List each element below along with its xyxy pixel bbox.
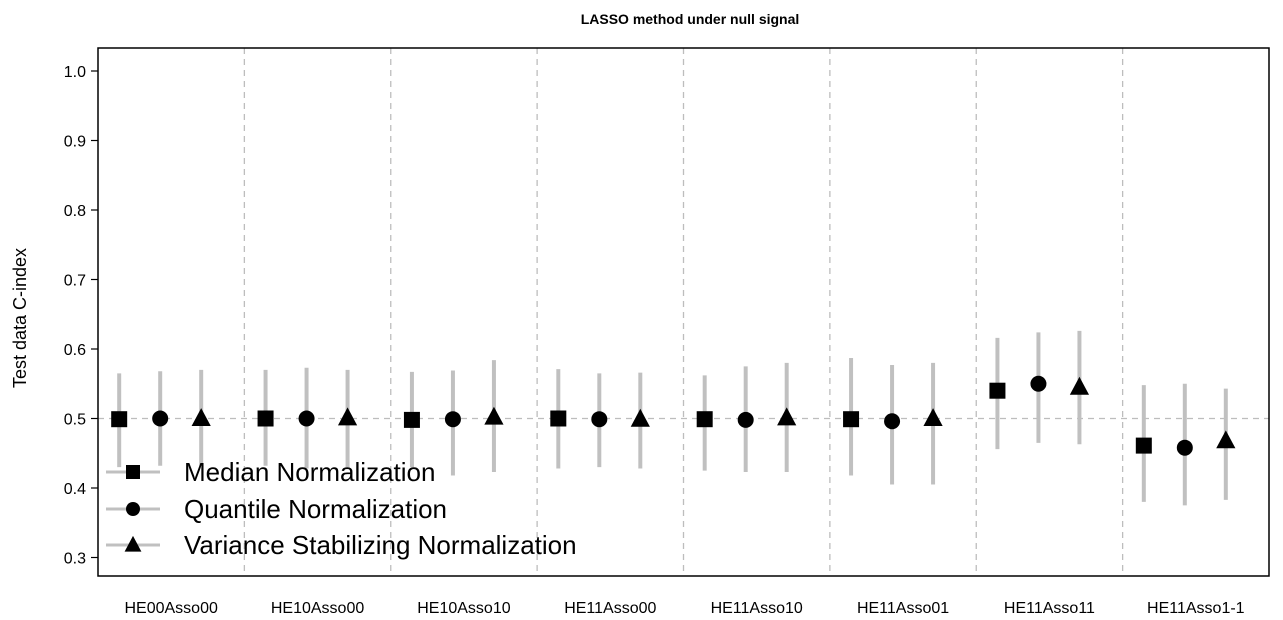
x-category-label: HE11Asso10: [711, 600, 803, 617]
y-tick-label: 0.3: [64, 551, 86, 568]
x-category-label: HE11Asso11: [1004, 600, 1095, 617]
data-point-square: [843, 411, 860, 428]
y-tick-label: 0.7: [64, 273, 86, 290]
chart-title: LASSO method under null signal: [581, 11, 800, 27]
x-category-label: HE11Asso1-1: [1147, 600, 1245, 617]
y-tick-label: 0.9: [64, 134, 86, 151]
legend-marker-square: [126, 465, 140, 479]
data-point-triangle: [630, 408, 650, 427]
data-point-triangle: [777, 407, 797, 426]
data-point-triangle: [1216, 430, 1236, 449]
data-point-square: [989, 382, 1006, 399]
data-point-square: [403, 411, 420, 428]
data-point-circle: [444, 411, 461, 428]
data-point-circle: [1030, 375, 1047, 392]
y-axis-label: Test data C-index: [10, 248, 30, 388]
data-point-circle: [152, 410, 169, 427]
legend-marker-triangle: [124, 535, 142, 552]
y-axis: 0.3 0.4 0.5 0.6 0.7 0.8 0.9 1.0: [64, 64, 98, 568]
legend-label: Median Normalization: [184, 457, 435, 487]
x-category-label: HE00Asso00: [124, 600, 217, 617]
data-point-circle: [1176, 439, 1193, 456]
data-point-circle: [884, 413, 901, 430]
data-point-square: [696, 411, 713, 428]
x-category-label: HE10Asso10: [417, 600, 510, 617]
gridlines: [98, 48, 1269, 576]
legend-label: Variance Stabilizing Normalization: [184, 530, 577, 560]
legend-marker-circle: [126, 502, 140, 516]
legend-label: Quantile Normalization: [184, 494, 447, 524]
x-category-label: HE10Asso00: [271, 600, 364, 617]
y-tick-label: 0.8: [64, 203, 86, 220]
y-tick-label: 0.4: [64, 481, 86, 498]
y-tick-label: 1.0: [64, 64, 86, 81]
data-point-triangle: [923, 408, 943, 427]
plot-frame: [97, 47, 1270, 577]
data-point-circle: [591, 411, 608, 428]
x-axis: HE00Asso00 HE10Asso00 HE10Asso10 HE11Asso00…: [124, 600, 1244, 617]
data-markers: [111, 375, 1236, 456]
data-point-triangle: [1069, 376, 1090, 395]
data-point-circle: [298, 410, 315, 427]
data-point-square: [1135, 437, 1152, 454]
data-point-square: [257, 410, 274, 427]
data-point-square: [550, 410, 567, 427]
y-tick-label: 0.5: [64, 412, 86, 429]
data-point-triangle: [337, 407, 358, 426]
data-point-triangle: [191, 408, 211, 427]
data-point-square: [111, 411, 128, 428]
y-tick-label: 0.6: [64, 342, 86, 359]
x-category-label: HE11Asso00: [564, 600, 656, 617]
data-point-circle: [737, 411, 754, 428]
x-category-label: HE11Asso01: [857, 600, 949, 617]
legend: Median Normalization Quantile Normalizati…: [106, 457, 577, 560]
data-point-triangle: [484, 406, 504, 425]
